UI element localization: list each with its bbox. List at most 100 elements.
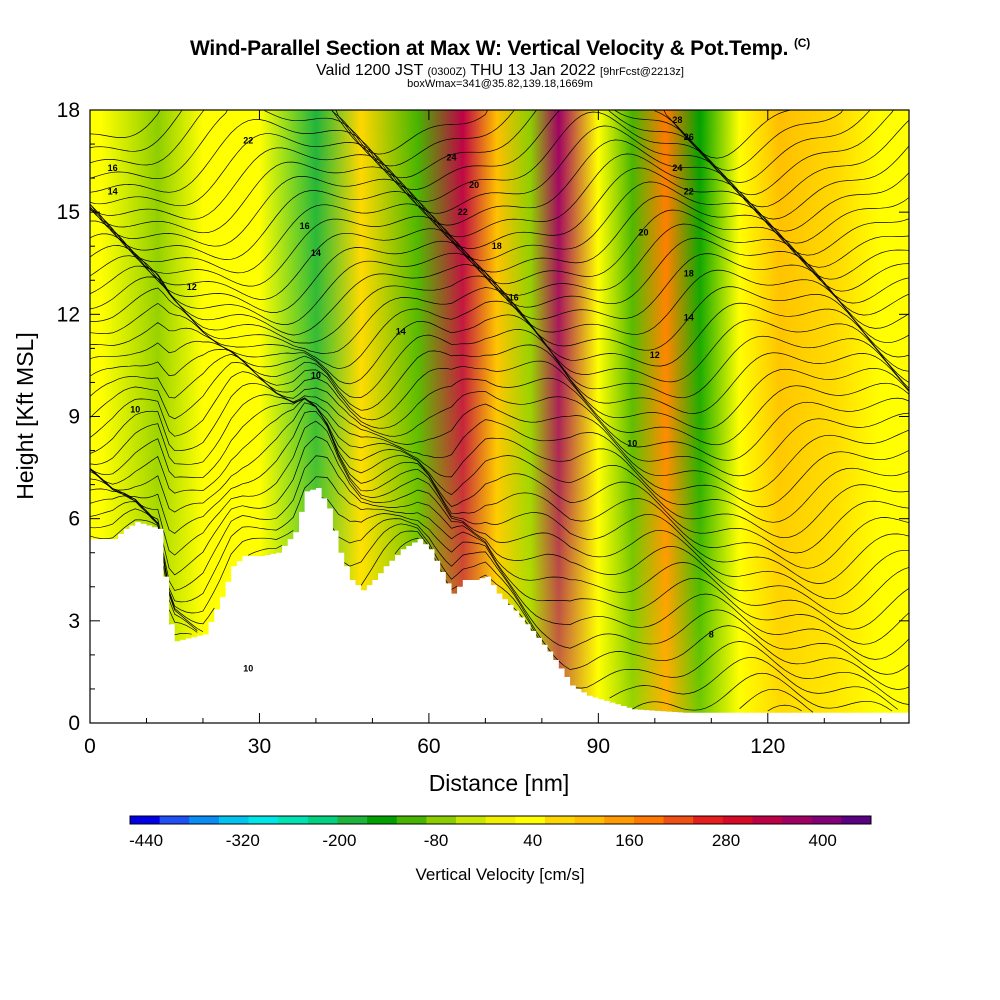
colorbar-swatch [189,816,220,824]
theta-isoline [90,233,909,316]
colorbar-tick-label: -80 [424,831,449,850]
colorbar-swatch [396,816,427,824]
theta-isoline [767,704,802,712]
theta-contours [90,110,909,713]
colorbar-swatch [811,816,842,824]
axes: 0 30 60 90 120 0 3 6 9 12 15 18 [57,99,909,758]
y-tick-label: 18 [57,99,80,122]
theta-isoline [90,349,909,446]
colorbar-swatch [782,816,813,824]
colorbar-swatch [633,816,664,824]
theta-isoline [163,530,909,705]
theta-isoline [90,110,844,171]
colorbar-swatch [485,816,516,824]
theta-isoline [90,111,909,208]
colorbar-swatch [456,816,487,824]
contour-label: 20 [638,228,648,238]
contour-label: 26 [684,132,694,142]
theta-isoline [90,455,909,630]
theta-isoline [90,139,909,232]
contour-label: 16 [509,292,519,302]
contour-label: 20 [469,180,479,190]
contour-label: 10 [243,664,253,674]
theta-isoline [739,688,814,713]
colorbar-swatch [544,816,575,824]
theta-isoline [90,371,909,492]
theta-isoline [90,245,909,329]
contour-label: 28 [672,115,682,125]
contour-label: 12 [650,350,660,360]
contour-label: 14 [108,187,118,197]
x-tick-label: 60 [417,735,440,758]
theta-isoline [90,110,871,183]
valid-time-line: Valid 1200 JST (0300Z) THU 13 Jan 2022 [… [316,62,684,79]
y-tick-label: 0 [68,712,80,735]
colorbar-swatch [663,816,694,824]
y-tick-label: 12 [57,303,80,326]
contour-label: 14 [396,326,406,336]
theta-isoline [90,209,909,292]
contour-label: 16 [108,163,118,173]
colorbar-tick-label: -320 [226,831,260,850]
theta-isoline [90,302,909,399]
colorbar-swatch [130,816,161,824]
theta-isoline [90,110,791,159]
theta-isoline [90,476,909,645]
colorbar-tick-label: 40 [523,831,542,850]
colorbar-title: Vertical Velocity [cm/s] [415,865,584,884]
colorbar-tick-label: -200 [322,831,356,850]
theta-isoline [90,110,894,196]
theta-isoline [90,397,909,539]
contour-label: 10 [627,439,637,449]
contour-label: 22 [243,136,253,146]
theta-isoline [90,519,909,690]
theta-isoline [168,537,898,710]
colorbar-swatch [307,816,338,824]
copyright-mark: (C) [793,36,811,50]
colorbar-frame [129,815,872,825]
colorbar-swatch [159,816,190,824]
theta-isoline [90,420,909,600]
colorbar-swatch [426,816,457,824]
colorbar-swatch [604,816,635,824]
theta-isoline [90,382,909,508]
theta-isoline [90,125,909,220]
terrain-mask [90,488,909,723]
theta-isoline [90,411,909,584]
contour-label: 24 [446,153,456,163]
theta-isoline [90,153,909,244]
colorbar-tick-label: 160 [615,831,643,850]
contour-label: 12 [187,282,197,292]
colorbar-swatch [722,816,753,824]
contour-label: 22 [684,187,694,197]
colorbar-swatch [248,816,279,824]
theta-isoline [90,220,909,304]
chart-title: Wind-Parallel Section at Max W: Vertical… [189,36,811,60]
contour-label: 10 [311,371,321,381]
colorbar-swatch [278,816,309,824]
contour-label: 24 [672,163,682,173]
colorbar-swatch [515,816,546,824]
colorbar: -440 -320 -200 -80 40 160 280 400 [129,815,872,850]
y-tick-label: 6 [68,508,80,531]
box-max-info: boxWmax=341@35.82,139.18,1669m [407,78,593,90]
colorbar-tick-label: 280 [712,831,740,850]
theta-isoline [90,362,909,477]
contour-label: 14 [684,313,694,323]
contour-label: 22 [458,207,468,217]
contour-label: 14 [311,248,321,258]
x-tick-label: 0 [84,735,96,758]
y-axis-label: Height [Kft MSL] [12,332,38,499]
theta-isoline [90,287,909,383]
valid-date: THU 13 Jan 2022 [470,62,596,79]
y-tick-label: 15 [57,201,80,224]
contour-label: 18 [492,241,502,251]
theta-isoline [90,353,909,461]
theta-isoline [90,497,909,660]
contour-label: 10 [130,405,140,415]
colorbar-swatch [218,816,249,824]
colorbar-swatch [693,816,724,824]
contour-label: 8 [709,630,714,640]
theta-isoline [90,436,909,615]
